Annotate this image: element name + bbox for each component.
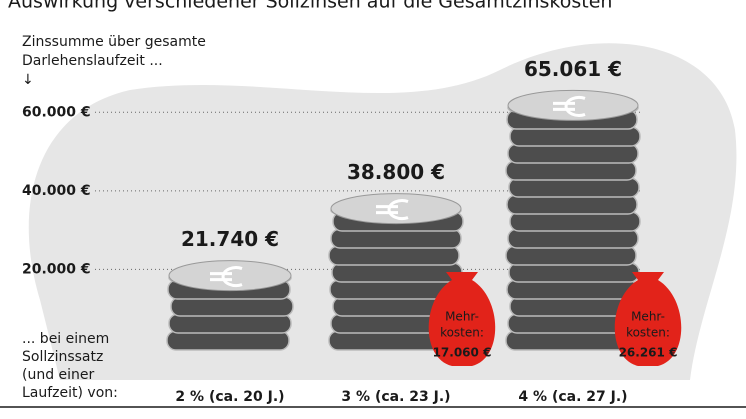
coin-face xyxy=(507,89,639,121)
coin xyxy=(166,330,290,351)
coin xyxy=(331,262,463,283)
coin xyxy=(508,177,640,198)
surcharge-label: Mehr- xyxy=(445,310,479,324)
x-axis-label: ... bei einem xyxy=(22,331,109,347)
coin xyxy=(170,296,294,317)
euro-sign xyxy=(553,95,586,117)
value-label: 21.740 € xyxy=(181,227,279,251)
surcharge-label: kosten: xyxy=(626,326,670,340)
coin xyxy=(508,262,640,283)
x-axis-label: Sollzinssatz xyxy=(22,349,103,365)
value-label: 65.061 € xyxy=(524,57,622,81)
x-tick-label: 4 % (ca. 27 J.) xyxy=(518,389,627,405)
x-tick-label: 2 % (ca. 20 J.) xyxy=(175,389,284,405)
y-axis-label: Zinssumme über gesamte xyxy=(22,34,206,50)
y-tick-label: 20.000 € xyxy=(22,261,91,277)
coin xyxy=(330,228,462,249)
coin xyxy=(506,279,638,300)
surcharge-value: 17.060 € xyxy=(433,346,492,360)
coin xyxy=(505,160,637,181)
coin xyxy=(506,194,638,215)
coin-face xyxy=(168,260,292,292)
euro-sign xyxy=(210,266,243,288)
surcharge-label: Mehr- xyxy=(631,310,665,324)
money-bag xyxy=(614,272,682,366)
coin xyxy=(505,245,637,266)
y-tick-label: 40.000 € xyxy=(22,183,91,199)
y-axis-label: ↓ xyxy=(22,72,34,88)
coin-stack xyxy=(505,89,641,351)
x-axis-label: Laufzeit) von: xyxy=(22,385,118,401)
coin xyxy=(168,313,292,334)
value-label: 38.800 € xyxy=(347,160,445,184)
coin-stack xyxy=(328,193,464,351)
coin xyxy=(507,228,639,249)
money-bag xyxy=(428,272,496,366)
coin-stack xyxy=(166,260,294,351)
y-tick-label: 60.000 € xyxy=(22,104,91,120)
x-axis-label: (und einer xyxy=(22,367,95,383)
x-tick-label: 3 % (ca. 23 J.) xyxy=(341,389,450,405)
surcharge-value: 26.261 € xyxy=(619,346,678,360)
coin xyxy=(507,143,639,164)
coin-face xyxy=(330,193,462,225)
chart-title: Auswirkung verschiedener Sollzinsen auf … xyxy=(8,0,612,13)
coin xyxy=(509,126,641,147)
euro-sign xyxy=(376,199,409,221)
coin xyxy=(328,245,460,266)
surcharge-label: kosten: xyxy=(440,326,484,340)
coin xyxy=(509,211,641,232)
y-axis-label: Darlehenslaufzeit ... xyxy=(22,53,163,69)
